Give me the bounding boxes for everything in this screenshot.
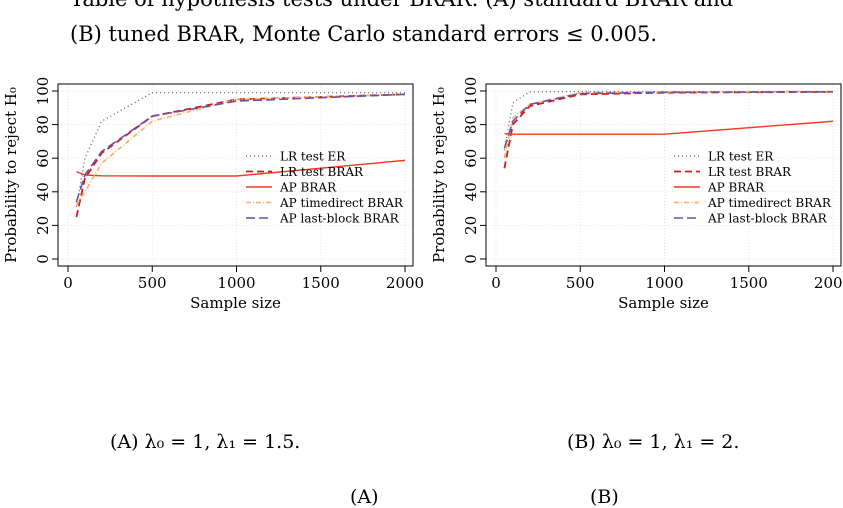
x-tick-label: 1000 [645, 274, 683, 292]
x-axis-label: Sample size [190, 294, 281, 312]
series-line [75, 92, 405, 208]
series-line [503, 90, 834, 169]
caption-a: (A) λ₀ = 1, λ₁ = 1.5. [110, 431, 301, 453]
cut-off-text-bottom-b: (B) [590, 486, 619, 508]
legend-entry: AP last-block BRAR [707, 212, 828, 226]
y-tick-label: 60 [34, 149, 52, 168]
y-tick-label: 40 [34, 182, 52, 201]
series-line [75, 93, 406, 203]
series-line [503, 91, 834, 149]
legend-entry: AP BRAR [707, 181, 765, 195]
legend-entry: LR test ER [708, 150, 774, 164]
legend-entry: LR test ER [280, 150, 346, 164]
plot-frame [485, 83, 842, 267]
series-line [503, 90, 834, 159]
x-tick-label: 1500 [730, 274, 768, 292]
x-tick-label: 2000 [386, 274, 424, 292]
y-tick-label: 40 [462, 182, 480, 201]
x-tick-label: 1000 [217, 274, 255, 292]
x-tick-label: 1500 [302, 274, 340, 292]
x-tick-label: 500 [566, 274, 595, 292]
x-axis-label: Sample size [618, 294, 709, 312]
y-axis-label: Probability to reject H₀ [430, 87, 448, 263]
legend-entry: LR test BRAR [708, 165, 792, 179]
y-tick-label: 20 [34, 216, 52, 235]
series-line [75, 93, 406, 218]
plot-frame [57, 83, 414, 267]
x-tick-label: 0 [491, 274, 501, 292]
y-axis-label: Probability to reject H₀ [2, 87, 20, 263]
y-tick-label: 80 [34, 115, 52, 134]
y-tick-label: 0 [34, 254, 52, 264]
series-line [76, 159, 406, 177]
caption-b: (B) λ₀ = 1, λ₁ = 2. [567, 431, 740, 453]
cut-off-text-bottom-a: (A) [350, 486, 379, 508]
legend-entry: AP last-block BRAR [279, 212, 400, 226]
x-tick-label: 2000 [814, 274, 843, 292]
figure-intro-text: (B) tuned BRAR, Monte Carlo standard err… [70, 22, 658, 46]
cut-off-text-top: Table of hypothesis tests under BRAR: (A… [70, 0, 733, 11]
y-tick-label: 80 [462, 115, 480, 134]
y-tick-label: 100 [34, 77, 52, 106]
y-tick-label: 20 [462, 216, 480, 235]
series-line [504, 120, 834, 135]
y-tick-label: 100 [462, 77, 480, 106]
x-tick-label: 500 [138, 274, 167, 292]
legend-entry: LR test BRAR [280, 165, 364, 179]
series-line [75, 93, 406, 206]
y-tick-label: 60 [462, 149, 480, 168]
y-tick-label: 0 [462, 254, 480, 264]
legend-entry: AP BRAR [279, 181, 337, 195]
legend-entry: AP timedirect BRAR [707, 196, 832, 210]
legend-entry: AP timedirect BRAR [279, 196, 404, 210]
x-tick-label: 0 [63, 274, 73, 292]
